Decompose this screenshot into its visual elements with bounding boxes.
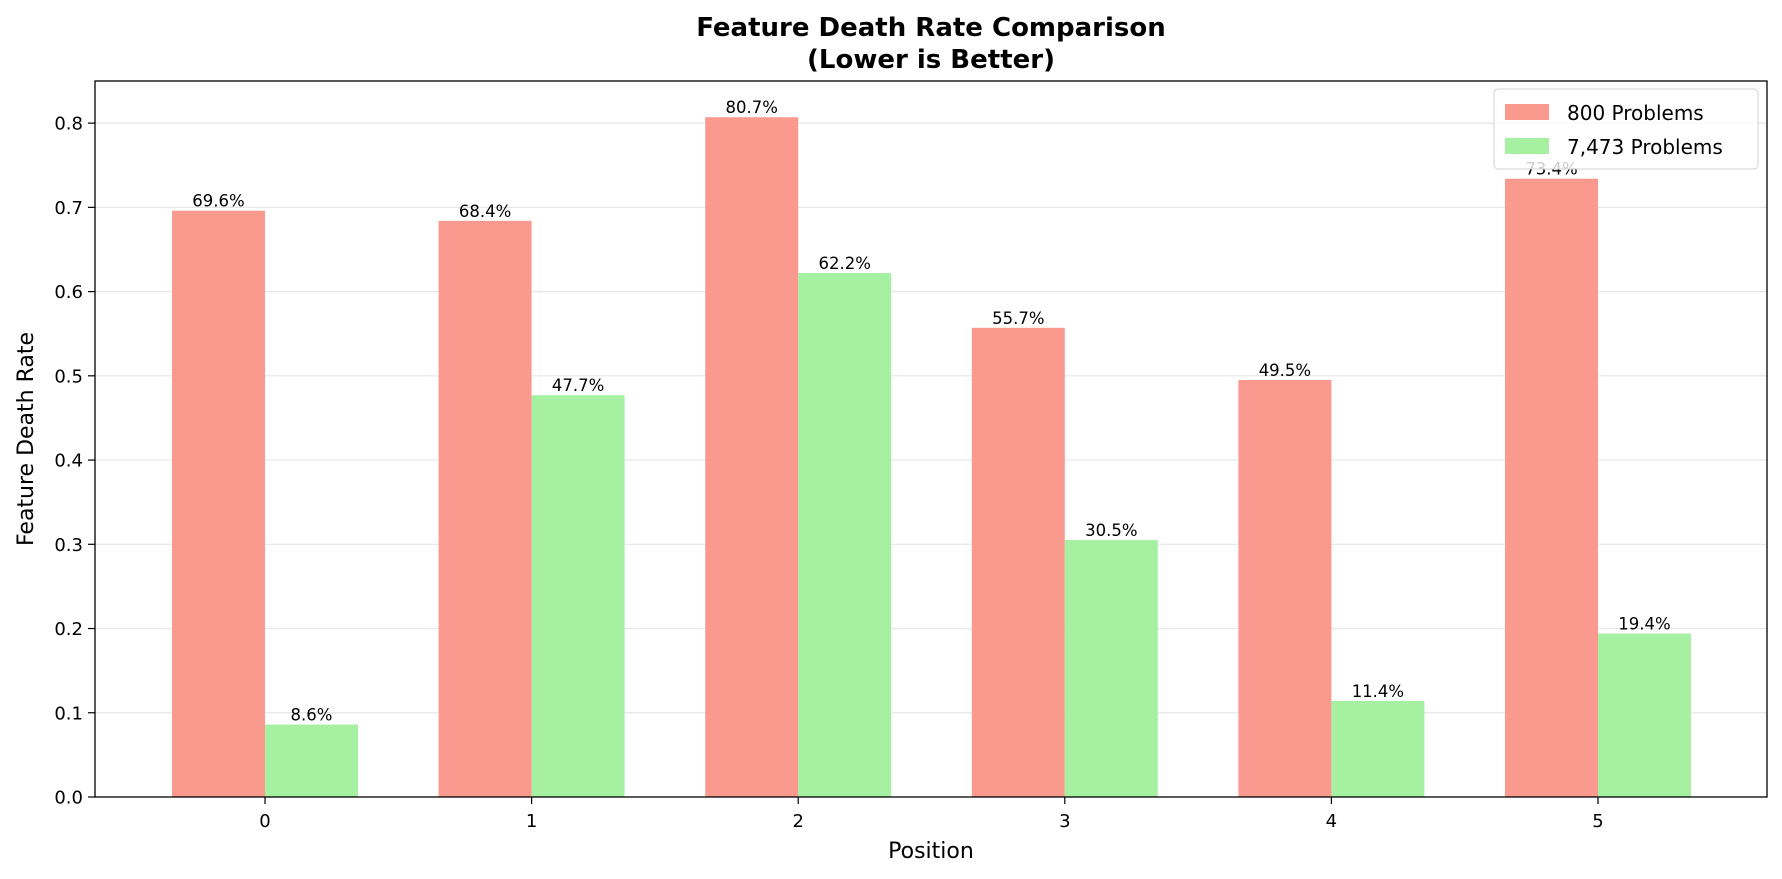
y-tick-label: 0.6 bbox=[54, 282, 83, 303]
x-axis-label: Position bbox=[888, 839, 974, 864]
bar-series-0-cat-2 bbox=[705, 117, 799, 797]
bar-value-label: 49.5% bbox=[1259, 361, 1311, 380]
bar-value-label: 47.7% bbox=[552, 376, 604, 395]
x-tick-label: 3 bbox=[1059, 811, 1070, 832]
y-tick-label: 0.3 bbox=[54, 535, 83, 556]
bar-value-label: 11.4% bbox=[1352, 682, 1404, 701]
bar-series-1-cat-2 bbox=[798, 273, 892, 797]
y-tick-label: 0.0 bbox=[54, 788, 83, 809]
x-tick-label: 4 bbox=[1326, 811, 1337, 832]
y-tick-label: 0.7 bbox=[54, 198, 83, 219]
bar-value-label: 30.5% bbox=[1085, 521, 1137, 540]
legend-swatch-7473-problems bbox=[1505, 138, 1549, 154]
legend-label-7473-problems: 7,473 Problems bbox=[1567, 135, 1723, 159]
y-tick-label: 0.8 bbox=[54, 114, 83, 135]
chart-title: Feature Death Rate Comparison bbox=[696, 13, 1166, 43]
bar-series-1-cat-5 bbox=[1598, 633, 1691, 797]
bar-series-1-cat-1 bbox=[531, 395, 625, 797]
bar-series-0-cat-4 bbox=[1238, 380, 1332, 797]
bar-series-1-cat-0 bbox=[265, 724, 358, 797]
x-tick-label: 1 bbox=[526, 811, 537, 832]
bar-series-0-cat-3 bbox=[971, 327, 1065, 797]
chart-subtitle: (Lower is Better) bbox=[807, 45, 1055, 75]
y-axis-label: Feature Death Rate bbox=[14, 332, 39, 546]
y-tick-label: 0.4 bbox=[54, 451, 83, 472]
bars bbox=[172, 117, 1691, 798]
bar-series-1-cat-3 bbox=[1064, 540, 1158, 797]
y-tick-label: 0.5 bbox=[54, 366, 83, 387]
bar-series-0-cat-0 bbox=[172, 210, 265, 797]
x-tick-label: 2 bbox=[792, 811, 803, 832]
bar-series-0-cat-1 bbox=[438, 220, 532, 798]
legend-swatch-800-problems bbox=[1505, 104, 1549, 120]
x-axis-ticks: 0 1 2 3 4 5 bbox=[259, 797, 1604, 832]
gridlines bbox=[95, 122, 1767, 714]
bar-value-label: 68.4% bbox=[459, 202, 511, 221]
plot-frame bbox=[94, 80, 1768, 798]
y-tick-label: 0.1 bbox=[54, 703, 83, 724]
legend-box bbox=[1493, 88, 1759, 170]
bar-value-label: 8.6% bbox=[291, 706, 333, 725]
y-tick-label: 0.2 bbox=[54, 619, 83, 640]
legend-label-800-problems: 800 Problems bbox=[1567, 101, 1704, 125]
legend: 800 Problems 7,473 Problems bbox=[1493, 88, 1759, 170]
bar-series-0-cat-5 bbox=[1505, 178, 1598, 797]
bar-value-label: 19.4% bbox=[1618, 615, 1670, 634]
bar-value-label: 62.2% bbox=[818, 254, 870, 273]
x-tick-label: 5 bbox=[1592, 811, 1603, 832]
bar-labels: 69.6%68.4%80.7%55.7%49.5%73.4%8.6%47.7%6… bbox=[192, 98, 1670, 724]
bar-value-label: 80.7% bbox=[725, 98, 777, 117]
y-axis-ticks: 0.0 0.1 0.2 0.3 0.4 0.5 0.6 0.7 0.8 bbox=[54, 114, 95, 809]
bar-series-1-cat-4 bbox=[1331, 700, 1425, 797]
x-tick-label: 0 bbox=[259, 811, 270, 832]
bar-value-label: 69.6% bbox=[192, 192, 244, 211]
bar-value-label: 55.7% bbox=[992, 309, 1044, 328]
